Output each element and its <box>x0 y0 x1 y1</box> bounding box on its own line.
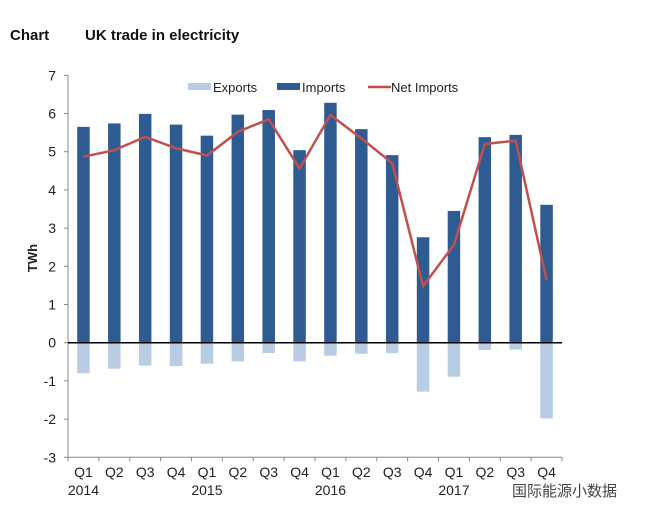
bar-imports <box>478 137 492 343</box>
x-tick-label: Q1 <box>74 464 93 480</box>
y-tick-label: 5 <box>48 144 56 160</box>
chart-title: UK trade in electricity <box>85 27 240 44</box>
x-year-label: 2016 <box>315 482 346 498</box>
bar-exports <box>355 342 368 354</box>
y-tick-label: 6 <box>48 106 56 122</box>
bar-exports <box>509 342 522 350</box>
x-tick-label: Q3 <box>506 464 525 480</box>
bar-imports <box>540 204 553 343</box>
bar-exports <box>416 342 430 392</box>
bar-imports <box>355 129 368 343</box>
x-tick-label: Q4 <box>537 464 556 480</box>
y-tick-label: 0 <box>48 335 56 351</box>
bar-imports <box>262 110 275 343</box>
bar-exports <box>169 342 183 367</box>
x-year-label: 2014 <box>68 482 99 498</box>
bar-imports <box>293 150 306 343</box>
bar-exports <box>138 342 152 366</box>
y-tick-label: -3 <box>44 449 57 465</box>
bar-imports <box>416 237 430 343</box>
watermark: 国际能源小数据 <box>512 483 618 500</box>
x-tick-label: Q1 <box>321 464 340 480</box>
bar-exports <box>77 342 90 374</box>
bar-exports <box>540 342 553 419</box>
legend-imports-label: Imports <box>302 80 346 95</box>
y-tick-label: 7 <box>48 67 56 83</box>
chart-label: Chart <box>10 27 50 44</box>
legend-imports-swatch <box>277 83 300 90</box>
bar-exports <box>447 342 461 377</box>
x-tick-label: Q1 <box>445 464 464 480</box>
x-tick-label: Q2 <box>228 464 247 480</box>
x-tick-label: Q4 <box>167 464 186 480</box>
bar-exports <box>231 342 245 362</box>
legend-net-imports-label: Net Imports <box>391 80 459 95</box>
line-net-imports <box>83 113 548 290</box>
x-tick-label: Q3 <box>259 464 278 480</box>
bar-imports <box>509 134 522 343</box>
bar-imports <box>108 123 121 343</box>
bar-exports <box>478 342 492 350</box>
legend-exports-label: Exports <box>213 80 258 95</box>
x-tick-label: Q3 <box>136 464 155 480</box>
x-tick-label: Q3 <box>383 464 402 480</box>
y-tick-label: 4 <box>48 182 56 198</box>
bar-imports <box>385 155 399 343</box>
bar-imports <box>77 126 90 343</box>
bar-exports <box>262 342 275 354</box>
bar-imports <box>200 135 214 343</box>
x-tick-label: Q2 <box>475 464 494 480</box>
bar-exports <box>324 342 337 356</box>
bar-imports <box>447 210 461 343</box>
bar-imports <box>231 114 245 343</box>
bar-imports <box>169 124 183 343</box>
y-tick-label: 1 <box>48 297 56 313</box>
x-year-label: 2017 <box>438 482 469 498</box>
x-tick-label: Q2 <box>352 464 371 480</box>
y-axis-label: TWh <box>25 244 40 272</box>
x-tick-label: Q4 <box>414 464 433 480</box>
legend-exports-swatch <box>188 83 211 90</box>
bar-imports <box>324 102 337 343</box>
bar-exports <box>293 342 306 362</box>
y-tick-label: -1 <box>44 373 57 389</box>
bar-imports <box>138 113 152 343</box>
bar-exports <box>385 342 399 354</box>
y-tick-label: 3 <box>48 220 56 236</box>
bar-exports <box>108 342 121 369</box>
x-tick-label: Q4 <box>290 464 309 480</box>
y-tick-label: -2 <box>44 411 57 427</box>
x-year-label: 2015 <box>191 482 222 498</box>
x-tick-label: Q2 <box>105 464 124 480</box>
x-tick-label: Q1 <box>198 464 217 480</box>
y-tick-label: 2 <box>48 258 56 274</box>
bar-exports <box>200 342 214 364</box>
